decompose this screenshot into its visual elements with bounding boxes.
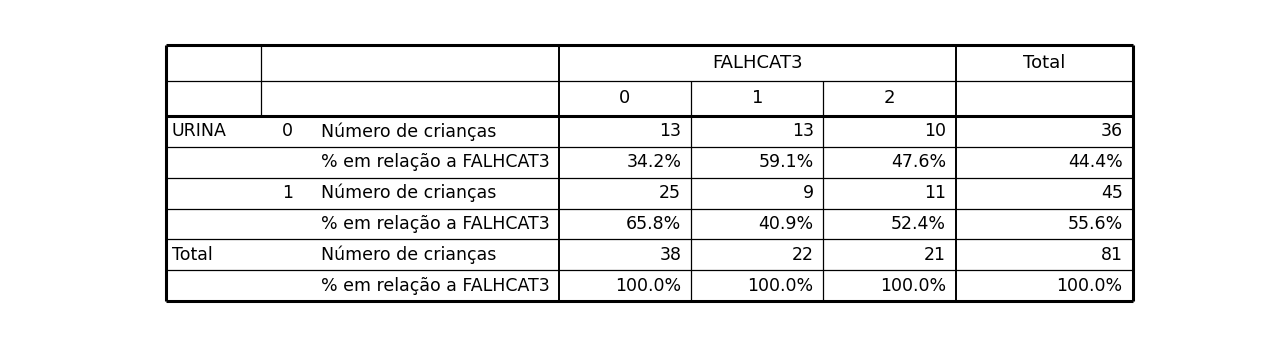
Text: URINA: URINA xyxy=(172,122,227,141)
Text: Número de crianças: Número de crianças xyxy=(322,184,496,202)
Text: 22: 22 xyxy=(791,246,814,264)
Text: Número de crianças: Número de crianças xyxy=(322,122,496,141)
Text: 13: 13 xyxy=(791,122,814,141)
Text: 1: 1 xyxy=(282,184,292,202)
Text: Número de crianças: Número de crianças xyxy=(322,246,496,264)
Text: 38: 38 xyxy=(660,246,681,264)
Text: 25: 25 xyxy=(660,184,681,202)
Text: 47.6%: 47.6% xyxy=(891,153,946,171)
Text: Total: Total xyxy=(1023,54,1066,72)
Text: 100.0%: 100.0% xyxy=(747,277,814,294)
Text: % em relação a FALHCAT3: % em relação a FALHCAT3 xyxy=(322,215,549,233)
Text: 100.0%: 100.0% xyxy=(615,277,681,294)
Text: 81: 81 xyxy=(1100,246,1123,264)
Text: Total: Total xyxy=(172,246,213,264)
Text: 0: 0 xyxy=(619,89,630,107)
Text: 36: 36 xyxy=(1100,122,1123,141)
Text: 13: 13 xyxy=(660,122,681,141)
Text: 34.2%: 34.2% xyxy=(627,153,681,171)
Text: 59.1%: 59.1% xyxy=(758,153,814,171)
Text: 1: 1 xyxy=(752,89,763,107)
Text: 21: 21 xyxy=(924,246,946,264)
Text: 45: 45 xyxy=(1101,184,1123,202)
Text: % em relação a FALHCAT3: % em relação a FALHCAT3 xyxy=(322,277,549,294)
Text: 40.9%: 40.9% xyxy=(758,215,814,233)
Text: 44.4%: 44.4% xyxy=(1069,153,1123,171)
Text: FALHCAT3: FALHCAT3 xyxy=(711,54,803,72)
Text: 10: 10 xyxy=(924,122,946,141)
Text: 0: 0 xyxy=(282,122,292,141)
Text: % em relação a FALHCAT3: % em relação a FALHCAT3 xyxy=(322,153,549,171)
Text: 9: 9 xyxy=(803,184,814,202)
Text: 2: 2 xyxy=(884,89,895,107)
Text: 100.0%: 100.0% xyxy=(1057,277,1123,294)
Text: 65.8%: 65.8% xyxy=(625,215,681,233)
Text: 55.6%: 55.6% xyxy=(1067,215,1123,233)
Text: 11: 11 xyxy=(924,184,946,202)
Text: 100.0%: 100.0% xyxy=(880,277,946,294)
Text: 52.4%: 52.4% xyxy=(891,215,946,233)
